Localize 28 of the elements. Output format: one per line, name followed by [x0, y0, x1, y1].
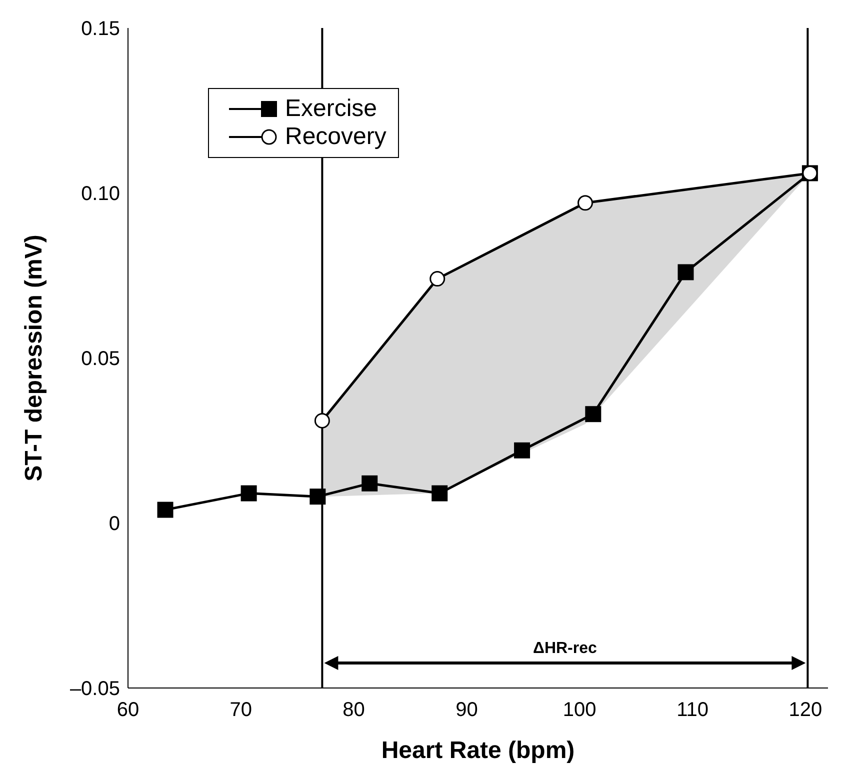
point [240, 485, 257, 502]
y-axis-title: ST-T depression (mV) [20, 234, 48, 482]
x-tick-label: 80 [342, 699, 365, 722]
annotation: ΔHR-rec [532, 640, 598, 657]
point [314, 412, 330, 428]
y-tick-label: –0.05 [70, 678, 120, 700]
legend-label: Exercise [285, 95, 378, 123]
point [157, 502, 174, 518]
point [362, 475, 378, 492]
x-tick-label: 100 [562, 699, 596, 722]
x-tick-label: 90 [456, 699, 478, 722]
legend-label: Recovery [285, 123, 386, 151]
x-tick-label: 110 [676, 699, 708, 722]
point [514, 442, 530, 458]
point [430, 271, 446, 287]
point [432, 485, 448, 502]
x-tick-label: 60 [116, 699, 140, 722]
point [585, 406, 602, 422]
point [578, 195, 594, 211]
y-tick-label: 0.15 [81, 18, 120, 40]
point [310, 488, 326, 505]
y-tick-label: 0.05 [81, 348, 120, 370]
y-tick-label: 0 [108, 513, 120, 536]
x-tick-label: 120 [788, 699, 822, 722]
y-tick-label: 0.10 [81, 183, 120, 206]
x-axis-title: Heart Rate (bpm) [381, 737, 575, 764]
x-tick-label: 70 [230, 699, 252, 722]
point [678, 264, 694, 280]
